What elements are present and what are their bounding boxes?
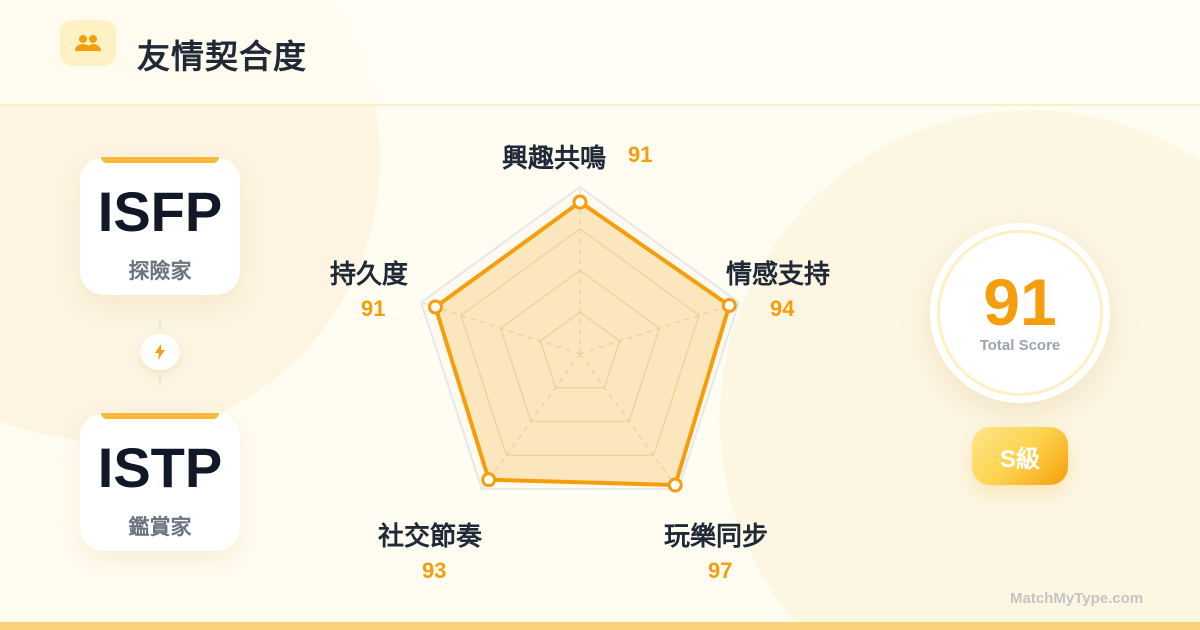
axis-label: 興趣共鳴 (502, 143, 607, 173)
grade-badge: S級 (972, 427, 1068, 485)
value-label: 94 (770, 296, 795, 321)
data-point (721, 297, 737, 313)
value-label: 93 (422, 558, 447, 583)
grid-ring (460, 228, 700, 456)
score-ring (937, 230, 1103, 396)
axis-label: 玩樂同步 (664, 521, 769, 551)
axis-label: 社交節奏 (378, 521, 483, 551)
connector-line (159, 376, 161, 386)
data-point (572, 194, 588, 210)
type-code: ISTP (97, 436, 223, 499)
grid-ring (419, 185, 741, 491)
value-label: 91 (628, 142, 653, 167)
grid-ring (499, 269, 661, 423)
page-title: 友情契合度 (137, 38, 307, 75)
value-label: 91 (361, 296, 386, 321)
type-nickname: 探險家 (128, 260, 192, 283)
total-score-label: Total Score (979, 337, 1061, 354)
brand-watermark: MatchMyType.com (1010, 590, 1144, 607)
card-accent-bar (101, 413, 219, 419)
type-code: ISFP (97, 180, 223, 243)
lightning-icon (140, 334, 180, 370)
data-point (667, 477, 683, 493)
axis-line (579, 301, 740, 355)
axis-label: 情感支持 (726, 259, 831, 289)
total-score-badge: 91 Total Score (930, 223, 1110, 403)
users-icon (60, 20, 116, 66)
data-point (427, 299, 443, 315)
footer-bar (0, 622, 1200, 630)
axis-line (420, 301, 581, 355)
axis-line (481, 353, 581, 490)
data-point (481, 472, 497, 488)
type-nickname: 鑑賞家 (128, 516, 192, 539)
axis-label: 持久度 (330, 259, 409, 289)
axis-line (579, 353, 679, 490)
total-score-value: 91 (983, 265, 1057, 339)
card-accent-bar (101, 157, 219, 163)
header: 友情契合度 (0, 0, 1200, 106)
type-card-2: ISTP 鑑賞家 (80, 413, 240, 551)
connector-line (159, 320, 161, 330)
value-label: 97 (708, 558, 733, 583)
grid-ring (539, 311, 621, 389)
data-area (433, 200, 732, 488)
type-card-1: ISFP 探險家 (80, 157, 240, 295)
